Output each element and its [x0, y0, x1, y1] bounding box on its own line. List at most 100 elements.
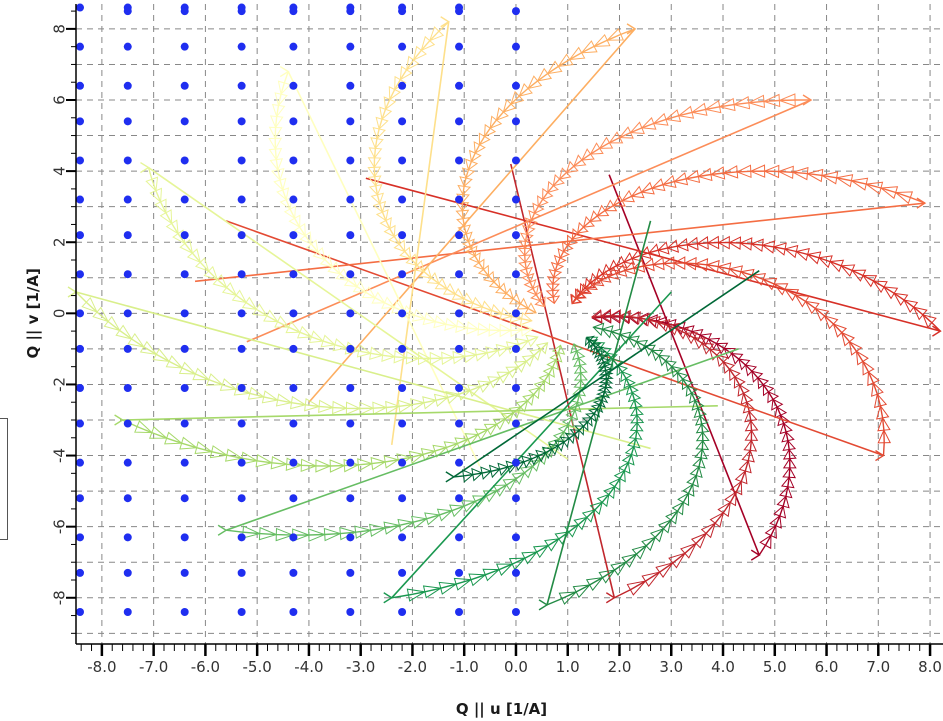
spiral-series — [367, 16, 533, 445]
lattice-point — [237, 608, 246, 616]
lattice-point — [123, 195, 132, 204]
spiral-arrow — [304, 398, 321, 412]
spiral-arrow — [686, 474, 699, 488]
spiral-arrow — [519, 311, 533, 326]
spiral-arrow — [773, 283, 789, 296]
spiral-arrow — [241, 296, 258, 310]
spiral-arrow — [777, 165, 794, 180]
spiral-arrow — [621, 553, 638, 568]
spiral-arrow — [627, 335, 640, 349]
spiral-arrow — [145, 176, 159, 192]
spiral-curve — [226, 343, 582, 536]
spiral-arrow — [464, 245, 478, 257]
spiral-arrow — [677, 492, 690, 507]
spiral-arrow — [478, 132, 491, 146]
spiral-arrow — [589, 142, 604, 155]
spiral-arrow — [497, 462, 509, 477]
spiral-arrow — [537, 195, 549, 207]
spiral-arrow — [777, 414, 791, 427]
spiral-arrow — [557, 247, 570, 259]
spiral-arrow — [694, 448, 708, 460]
spiral-arrow — [412, 259, 425, 273]
spiral-arrow — [521, 551, 538, 565]
lattice-point — [455, 608, 464, 616]
spiral-arrow — [601, 263, 614, 276]
spiral-arrow — [442, 282, 457, 295]
spiral-arrowhead — [279, 65, 290, 78]
spiral-arrow — [369, 346, 384, 360]
spiral-arrow — [528, 452, 540, 466]
spiral-arrow — [709, 166, 726, 180]
spiral-arrowhead — [802, 94, 813, 106]
lattice-point — [76, 458, 84, 467]
lattice-point — [76, 568, 84, 577]
spiral-arrow — [454, 437, 469, 451]
spiral-arrow — [385, 400, 401, 415]
lattice-point — [180, 117, 189, 126]
spiral-arrow — [381, 296, 396, 309]
spiral-arrow — [572, 386, 587, 397]
spiral-series — [114, 344, 718, 473]
spiral-arrow — [372, 126, 386, 140]
spiral-arrow — [495, 282, 508, 295]
spiral-arrow — [571, 293, 583, 305]
lattice-point — [289, 494, 298, 503]
spiral-arrow — [443, 441, 459, 455]
lattice-point — [346, 458, 355, 467]
spiral-arrow — [641, 571, 661, 588]
spiral-arrow — [618, 126, 634, 139]
spiral-arrow — [608, 259, 621, 272]
spiral-arrow — [575, 288, 586, 299]
spiral-arrow — [367, 166, 382, 178]
spiral-arrow — [717, 262, 732, 276]
lattice-point — [180, 384, 189, 392]
spiral-arrow — [565, 409, 579, 421]
spiral-arrow — [536, 67, 553, 82]
spiral-arrow — [483, 423, 498, 436]
spiral-arrow — [762, 93, 781, 108]
spiral-arrow — [92, 306, 110, 323]
spiral-arrow — [782, 466, 797, 479]
spiral-arrow — [319, 254, 333, 268]
lattice-point — [289, 231, 298, 240]
spiral-arrowhead — [217, 524, 228, 536]
spiral-arrow — [558, 167, 572, 180]
lattice-point — [511, 117, 520, 126]
spiral-arrow — [877, 416, 891, 432]
spiral-arrow — [779, 485, 793, 499]
spiral-arrow — [693, 407, 707, 419]
spiral-arrow — [535, 342, 549, 355]
spiral-arrow — [573, 364, 588, 374]
spiral-arrow — [399, 246, 412, 260]
lattice-point — [76, 231, 84, 240]
lattice-point — [76, 195, 84, 204]
spiral-arrow — [361, 286, 376, 299]
spiral-arrow — [268, 137, 283, 151]
spiral-arrow — [279, 196, 293, 211]
lattice-point — [289, 533, 298, 542]
spiral-arrow — [584, 412, 597, 423]
spiral-arrow — [461, 238, 475, 250]
spiral-arrow — [579, 282, 591, 294]
lattice-point — [237, 270, 246, 279]
spiral-arrow — [221, 281, 238, 296]
spiral-arrow — [657, 319, 671, 333]
spiral-arrow — [546, 60, 563, 75]
lattice-point — [511, 608, 520, 616]
spiral-arrow — [774, 406, 788, 419]
spiral-arrow — [375, 116, 389, 130]
spiral-arrowhead — [875, 449, 885, 462]
spiral-arrow — [862, 275, 878, 288]
spiral-arrow — [795, 247, 810, 262]
lattice-point — [180, 270, 189, 279]
spiral-arrow — [717, 235, 730, 250]
x-tick-label: -1.0 — [450, 658, 479, 676]
lattice-point — [455, 494, 464, 503]
spiral-arrow — [520, 323, 534, 337]
spiral-arrow — [468, 573, 487, 587]
spiral-arrow — [573, 357, 587, 368]
lattice-point — [289, 270, 298, 279]
spiral-arrow — [595, 353, 609, 363]
spiral-arrow — [681, 378, 694, 391]
spiral-arrow — [587, 339, 599, 350]
